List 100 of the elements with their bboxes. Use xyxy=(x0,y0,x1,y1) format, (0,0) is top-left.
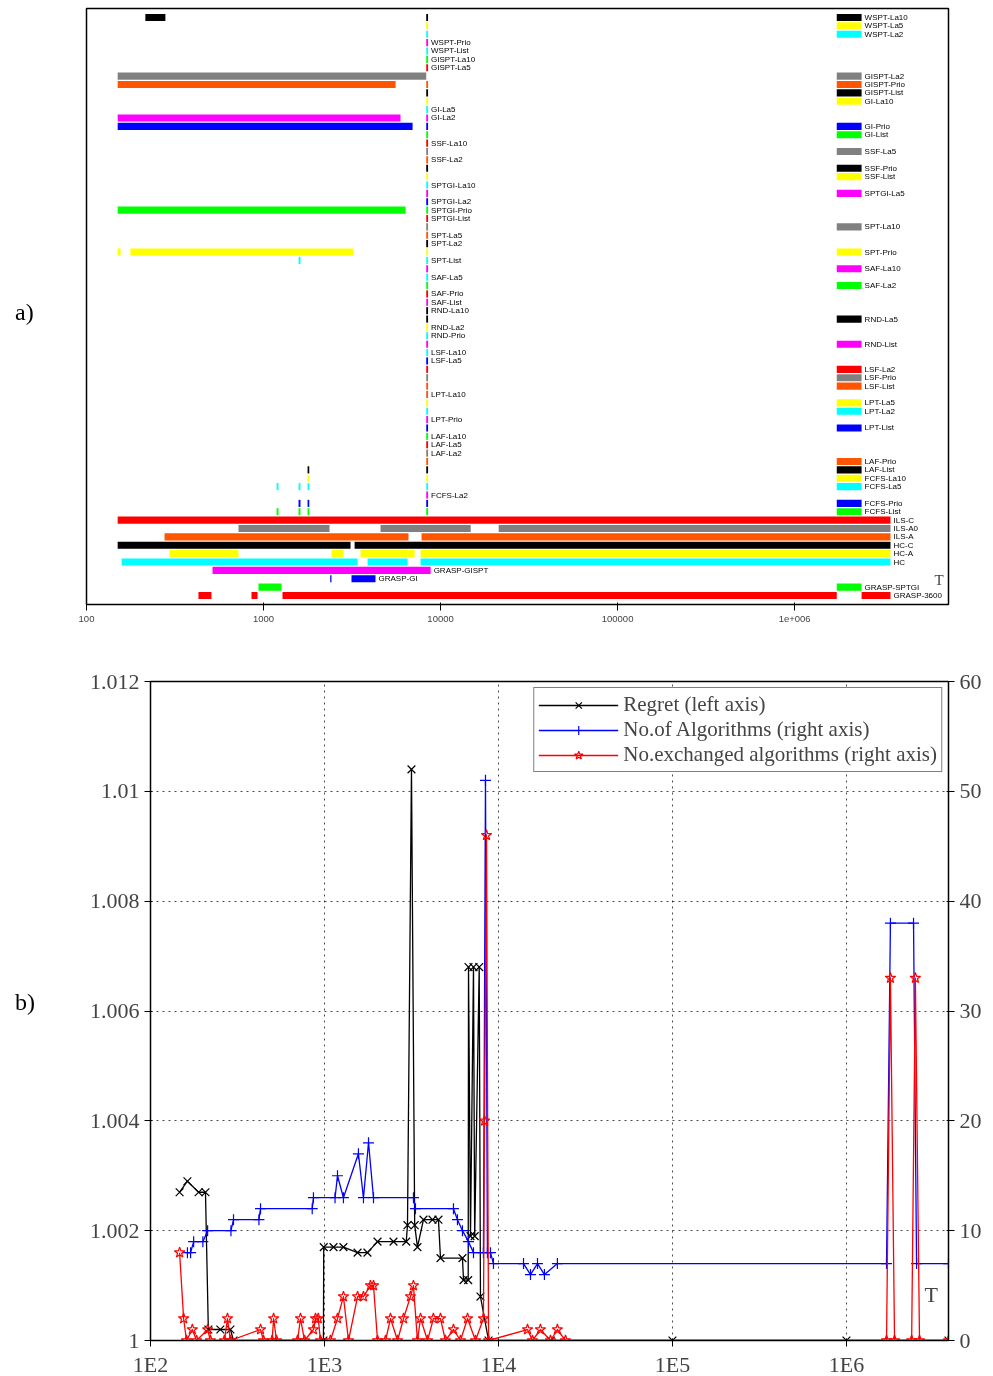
bar xyxy=(836,80,862,89)
category-label: SPTGI-La5 xyxy=(864,188,905,198)
y2-tick-label: 0 xyxy=(959,1327,971,1353)
y2-tick-label: 40 xyxy=(959,888,982,914)
bar xyxy=(836,13,862,22)
y-tick-label: 1.01 xyxy=(101,778,140,804)
category-label: SAF-List xyxy=(431,297,462,307)
x-tick-label: 10000 xyxy=(427,612,454,624)
x-tick-label: 1E6 xyxy=(828,1351,865,1376)
bar xyxy=(117,72,427,80)
category-label: HC xyxy=(893,557,906,567)
bar xyxy=(836,122,862,130)
category-label: SPTGI-List xyxy=(431,214,471,224)
category-label: HC-C xyxy=(893,540,914,550)
category-label: SSF-List xyxy=(864,172,896,182)
category-label: ILS-A xyxy=(893,532,914,542)
bar xyxy=(164,533,409,541)
x-tick-label: 100000 xyxy=(601,612,634,624)
category-label: SPTGI-La2 xyxy=(431,197,472,207)
category-label: GRASP-3600 xyxy=(893,591,942,601)
category-label: GISPT-La5 xyxy=(431,63,471,73)
bar xyxy=(836,474,862,482)
category-label: SSF-La10 xyxy=(431,138,468,148)
bar xyxy=(130,248,354,256)
category-label: FCFS-Prio xyxy=(864,498,903,508)
bar xyxy=(836,173,862,181)
y2-tick-label: 10 xyxy=(959,1217,982,1243)
y2-tick-label: 60 xyxy=(959,668,982,694)
bar xyxy=(836,457,862,466)
legend-label: No.exchanged algorithms (right axis) xyxy=(623,742,937,767)
bar xyxy=(836,89,862,97)
category-label: FCFS-La10 xyxy=(864,473,906,483)
category-label: WSPT-La5 xyxy=(864,21,904,31)
category-label: RND-La5 xyxy=(864,314,898,324)
category-label: LPT-La5 xyxy=(864,398,895,408)
category-label: HC-A xyxy=(893,549,914,559)
y2-tick-label: 20 xyxy=(959,1107,982,1133)
category-label: GI-Prio xyxy=(864,121,890,131)
y-tick-label: 1.008 xyxy=(90,888,140,914)
bar xyxy=(421,533,891,541)
category-label: SPT-La5 xyxy=(431,230,463,240)
category-label: LSF-List xyxy=(864,381,895,391)
legend-label: Regret (left axis) xyxy=(623,692,766,717)
y2-tick-label: 50 xyxy=(959,778,982,804)
category-label: ILS-C xyxy=(893,515,914,525)
category-label: LSF-La10 xyxy=(431,348,467,358)
bar xyxy=(836,223,862,231)
bar xyxy=(836,499,862,507)
bar xyxy=(836,265,862,273)
category-label: GRASP-SPTGI xyxy=(864,582,920,592)
category-label: GI-La10 xyxy=(864,96,894,106)
legend-label: No.of Algorithms (right axis) xyxy=(623,717,870,742)
x-tick-label: 1E4 xyxy=(480,1351,517,1376)
bar xyxy=(354,541,891,549)
category-label: RND-List xyxy=(864,339,898,349)
bar xyxy=(836,399,862,407)
bar xyxy=(836,382,862,390)
bar xyxy=(836,189,862,197)
text: a) xyxy=(15,298,34,327)
bar xyxy=(836,365,862,373)
bar xyxy=(198,591,212,600)
category-label: RND-Prio xyxy=(431,331,466,341)
category-label: GISPT-List xyxy=(864,88,904,98)
category-label: LPT-La10 xyxy=(431,389,466,399)
category-label: SSF-Prio xyxy=(864,163,898,173)
category-label: RND-La2 xyxy=(431,322,465,332)
category-label: GI-La5 xyxy=(431,105,456,115)
category-label: SPT-La10 xyxy=(864,222,901,232)
bar xyxy=(836,147,862,156)
category-label: LAF-La10 xyxy=(431,431,467,441)
category-label: LSF-La5 xyxy=(431,356,462,366)
category-label: SAF-La2 xyxy=(864,281,897,291)
bar xyxy=(380,524,471,533)
category-label: LAF-La2 xyxy=(431,448,462,458)
y-tick-label: 1.006 xyxy=(90,998,140,1023)
y-tick-label: 1.004 xyxy=(90,1107,140,1133)
category-label: WSPT-Prio xyxy=(431,38,471,48)
category-label: SAF-Prio xyxy=(431,289,464,299)
category-label: SPT-La2 xyxy=(431,239,463,249)
y-tick-label: 1.012 xyxy=(90,668,140,694)
category-label: FCFS-List xyxy=(864,507,901,517)
x-tick-label: 1E2 xyxy=(132,1351,169,1376)
bar xyxy=(238,524,330,533)
bar xyxy=(117,516,891,524)
category-label: SPT-List xyxy=(431,255,462,265)
category-label: LAF-Prio xyxy=(864,456,897,466)
bar xyxy=(351,575,376,583)
bar xyxy=(861,591,891,600)
bar xyxy=(117,541,351,549)
category-label: LSF-La2 xyxy=(864,364,896,374)
x-tick-label: 1E3 xyxy=(306,1351,343,1376)
bar xyxy=(836,97,862,105)
annotation: T xyxy=(934,572,944,589)
category-label: WSPT-List xyxy=(431,46,469,56)
bar xyxy=(498,524,891,533)
x-tick-label: 1E5 xyxy=(654,1351,691,1376)
x-tick-label: 1e+006 xyxy=(778,612,811,624)
annotation: T xyxy=(924,1281,939,1307)
y-tick-label: 1.002 xyxy=(90,1217,140,1243)
bar xyxy=(117,122,413,130)
